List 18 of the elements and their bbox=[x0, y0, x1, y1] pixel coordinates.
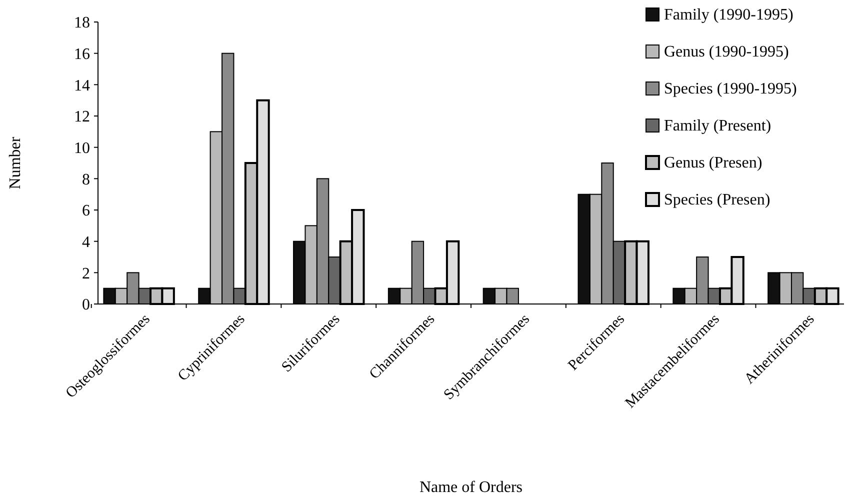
y-tick-label: 12 bbox=[74, 108, 90, 126]
legend-label: Genus (Presen) bbox=[664, 154, 762, 172]
legend-label: Genus (1990-1995) bbox=[664, 44, 789, 61]
y-tick-label: 2 bbox=[82, 265, 90, 282]
legend-label: Species (1990-1995) bbox=[664, 80, 797, 98]
y-tick-label: 8 bbox=[82, 171, 90, 188]
y-axis-title: Number bbox=[7, 136, 24, 190]
y-tick-label: 16 bbox=[74, 46, 90, 63]
legend-label: Species (Presen) bbox=[664, 192, 770, 209]
y-tick-label: 18 bbox=[74, 14, 90, 32]
y-tick-label: 4 bbox=[82, 234, 90, 251]
y-tick-label: 0 bbox=[82, 296, 90, 314]
x-axis-title: Name of Orders bbox=[419, 479, 523, 496]
legend-label: Family (1990-1995) bbox=[664, 6, 794, 24]
legend-label: Family (Present) bbox=[664, 118, 772, 135]
y-tick-label: 14 bbox=[74, 77, 90, 94]
y-tick-label: 10 bbox=[74, 140, 90, 157]
y-tick-label: 6 bbox=[82, 202, 90, 220]
